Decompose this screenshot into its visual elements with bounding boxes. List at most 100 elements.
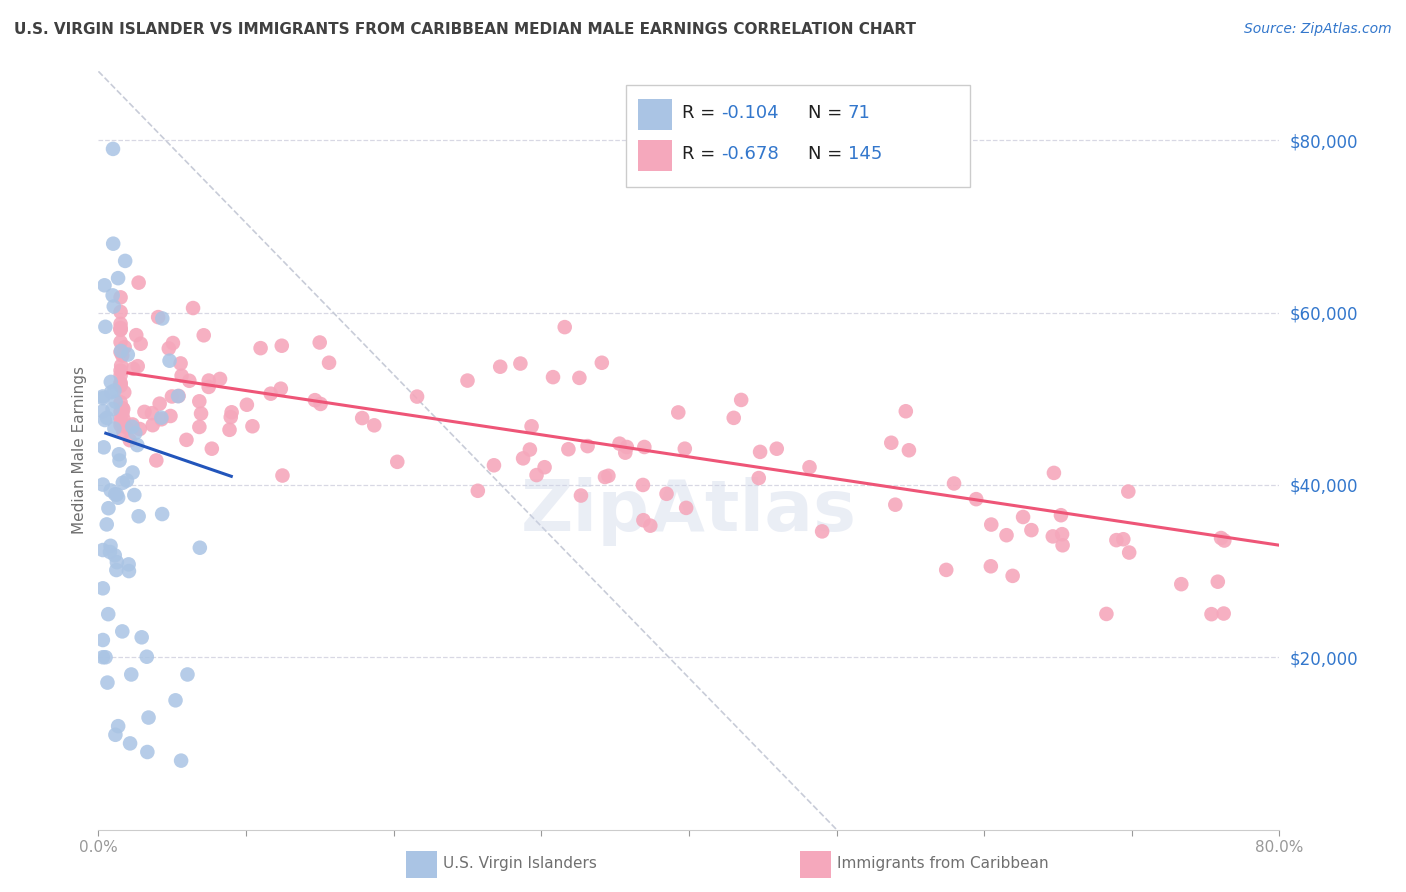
Point	[169, 356, 191, 370]
Point	[91, 389, 114, 403]
Point	[98, 545, 121, 559]
Point	[308, 335, 330, 350]
Point	[91, 404, 114, 418]
Point	[105, 555, 128, 569]
Point	[94, 650, 117, 665]
Point	[91, 391, 114, 405]
Point	[188, 541, 211, 555]
Point	[110, 305, 132, 319]
Point	[633, 513, 655, 527]
Point	[569, 489, 592, 503]
Point	[110, 322, 132, 336]
Point	[201, 442, 224, 456]
Point	[666, 405, 689, 419]
Point	[526, 468, 548, 483]
Point	[995, 528, 1018, 542]
Point	[748, 471, 770, 485]
Point	[188, 394, 211, 409]
Point	[309, 397, 332, 411]
Point	[128, 422, 150, 436]
Point	[110, 359, 132, 373]
Point	[1043, 466, 1066, 480]
Point	[1012, 510, 1035, 524]
Point	[1112, 533, 1135, 547]
Point	[110, 377, 132, 392]
Point	[149, 397, 172, 411]
Point	[980, 517, 1002, 532]
Point	[176, 667, 198, 681]
Point	[633, 440, 655, 454]
Point	[110, 415, 132, 429]
Text: R =: R =	[682, 145, 721, 163]
Point	[1209, 531, 1232, 545]
Point	[157, 342, 180, 356]
Point	[128, 276, 150, 290]
Point	[799, 460, 821, 475]
Point	[541, 370, 564, 384]
Point	[159, 353, 181, 368]
Point	[110, 411, 132, 425]
Point	[122, 361, 145, 376]
Point	[675, 500, 697, 515]
Point	[509, 357, 531, 371]
Point	[150, 311, 173, 326]
Point	[94, 319, 117, 334]
Point	[1201, 607, 1223, 622]
Point	[110, 404, 132, 418]
Point	[533, 460, 555, 475]
Point	[387, 455, 409, 469]
Text: Immigrants from Caribbean: Immigrants from Caribbean	[837, 856, 1049, 871]
Point	[1050, 527, 1073, 541]
Point	[162, 336, 184, 351]
Point	[1213, 533, 1236, 548]
Point	[236, 398, 259, 412]
Point	[142, 418, 165, 433]
Point	[136, 745, 159, 759]
Point	[120, 736, 142, 750]
Point	[112, 412, 135, 426]
Point	[208, 372, 231, 386]
Point	[482, 458, 505, 473]
Point	[91, 582, 114, 596]
Point	[117, 348, 139, 362]
Point	[1021, 523, 1043, 537]
Point	[128, 509, 150, 524]
Point	[112, 385, 135, 400]
Point	[616, 440, 638, 454]
Point	[170, 754, 193, 768]
Point	[176, 433, 198, 447]
Point	[609, 436, 631, 450]
Point	[100, 375, 122, 389]
Point	[159, 409, 181, 423]
Text: 145: 145	[848, 145, 882, 163]
Point	[120, 667, 142, 681]
Point	[131, 630, 153, 644]
Point	[749, 445, 772, 459]
Point	[1050, 508, 1073, 523]
Point	[114, 340, 136, 354]
Point	[598, 468, 620, 483]
Text: U.S. VIRGIN ISLANDER VS IMMIGRANTS FROM CARIBBEAN MEDIAN MALE EARNINGS CORRELATI: U.S. VIRGIN ISLANDER VS IMMIGRANTS FROM …	[14, 22, 917, 37]
Point	[260, 386, 283, 401]
Point	[118, 564, 141, 578]
Point	[179, 374, 201, 388]
Point	[165, 693, 187, 707]
Point	[1001, 569, 1024, 583]
Point	[100, 483, 122, 498]
Point	[943, 476, 966, 491]
Point	[115, 421, 138, 435]
Point	[110, 345, 132, 359]
Point	[150, 507, 173, 521]
Point	[112, 425, 135, 439]
Point	[457, 374, 479, 388]
Point	[1052, 538, 1074, 552]
Point	[218, 423, 240, 437]
Point	[512, 451, 534, 466]
Point	[219, 410, 242, 425]
Point	[96, 675, 118, 690]
Point	[134, 405, 156, 419]
Text: R =: R =	[682, 104, 721, 122]
Point	[1118, 545, 1140, 559]
Point	[193, 328, 215, 343]
Point	[249, 341, 271, 355]
